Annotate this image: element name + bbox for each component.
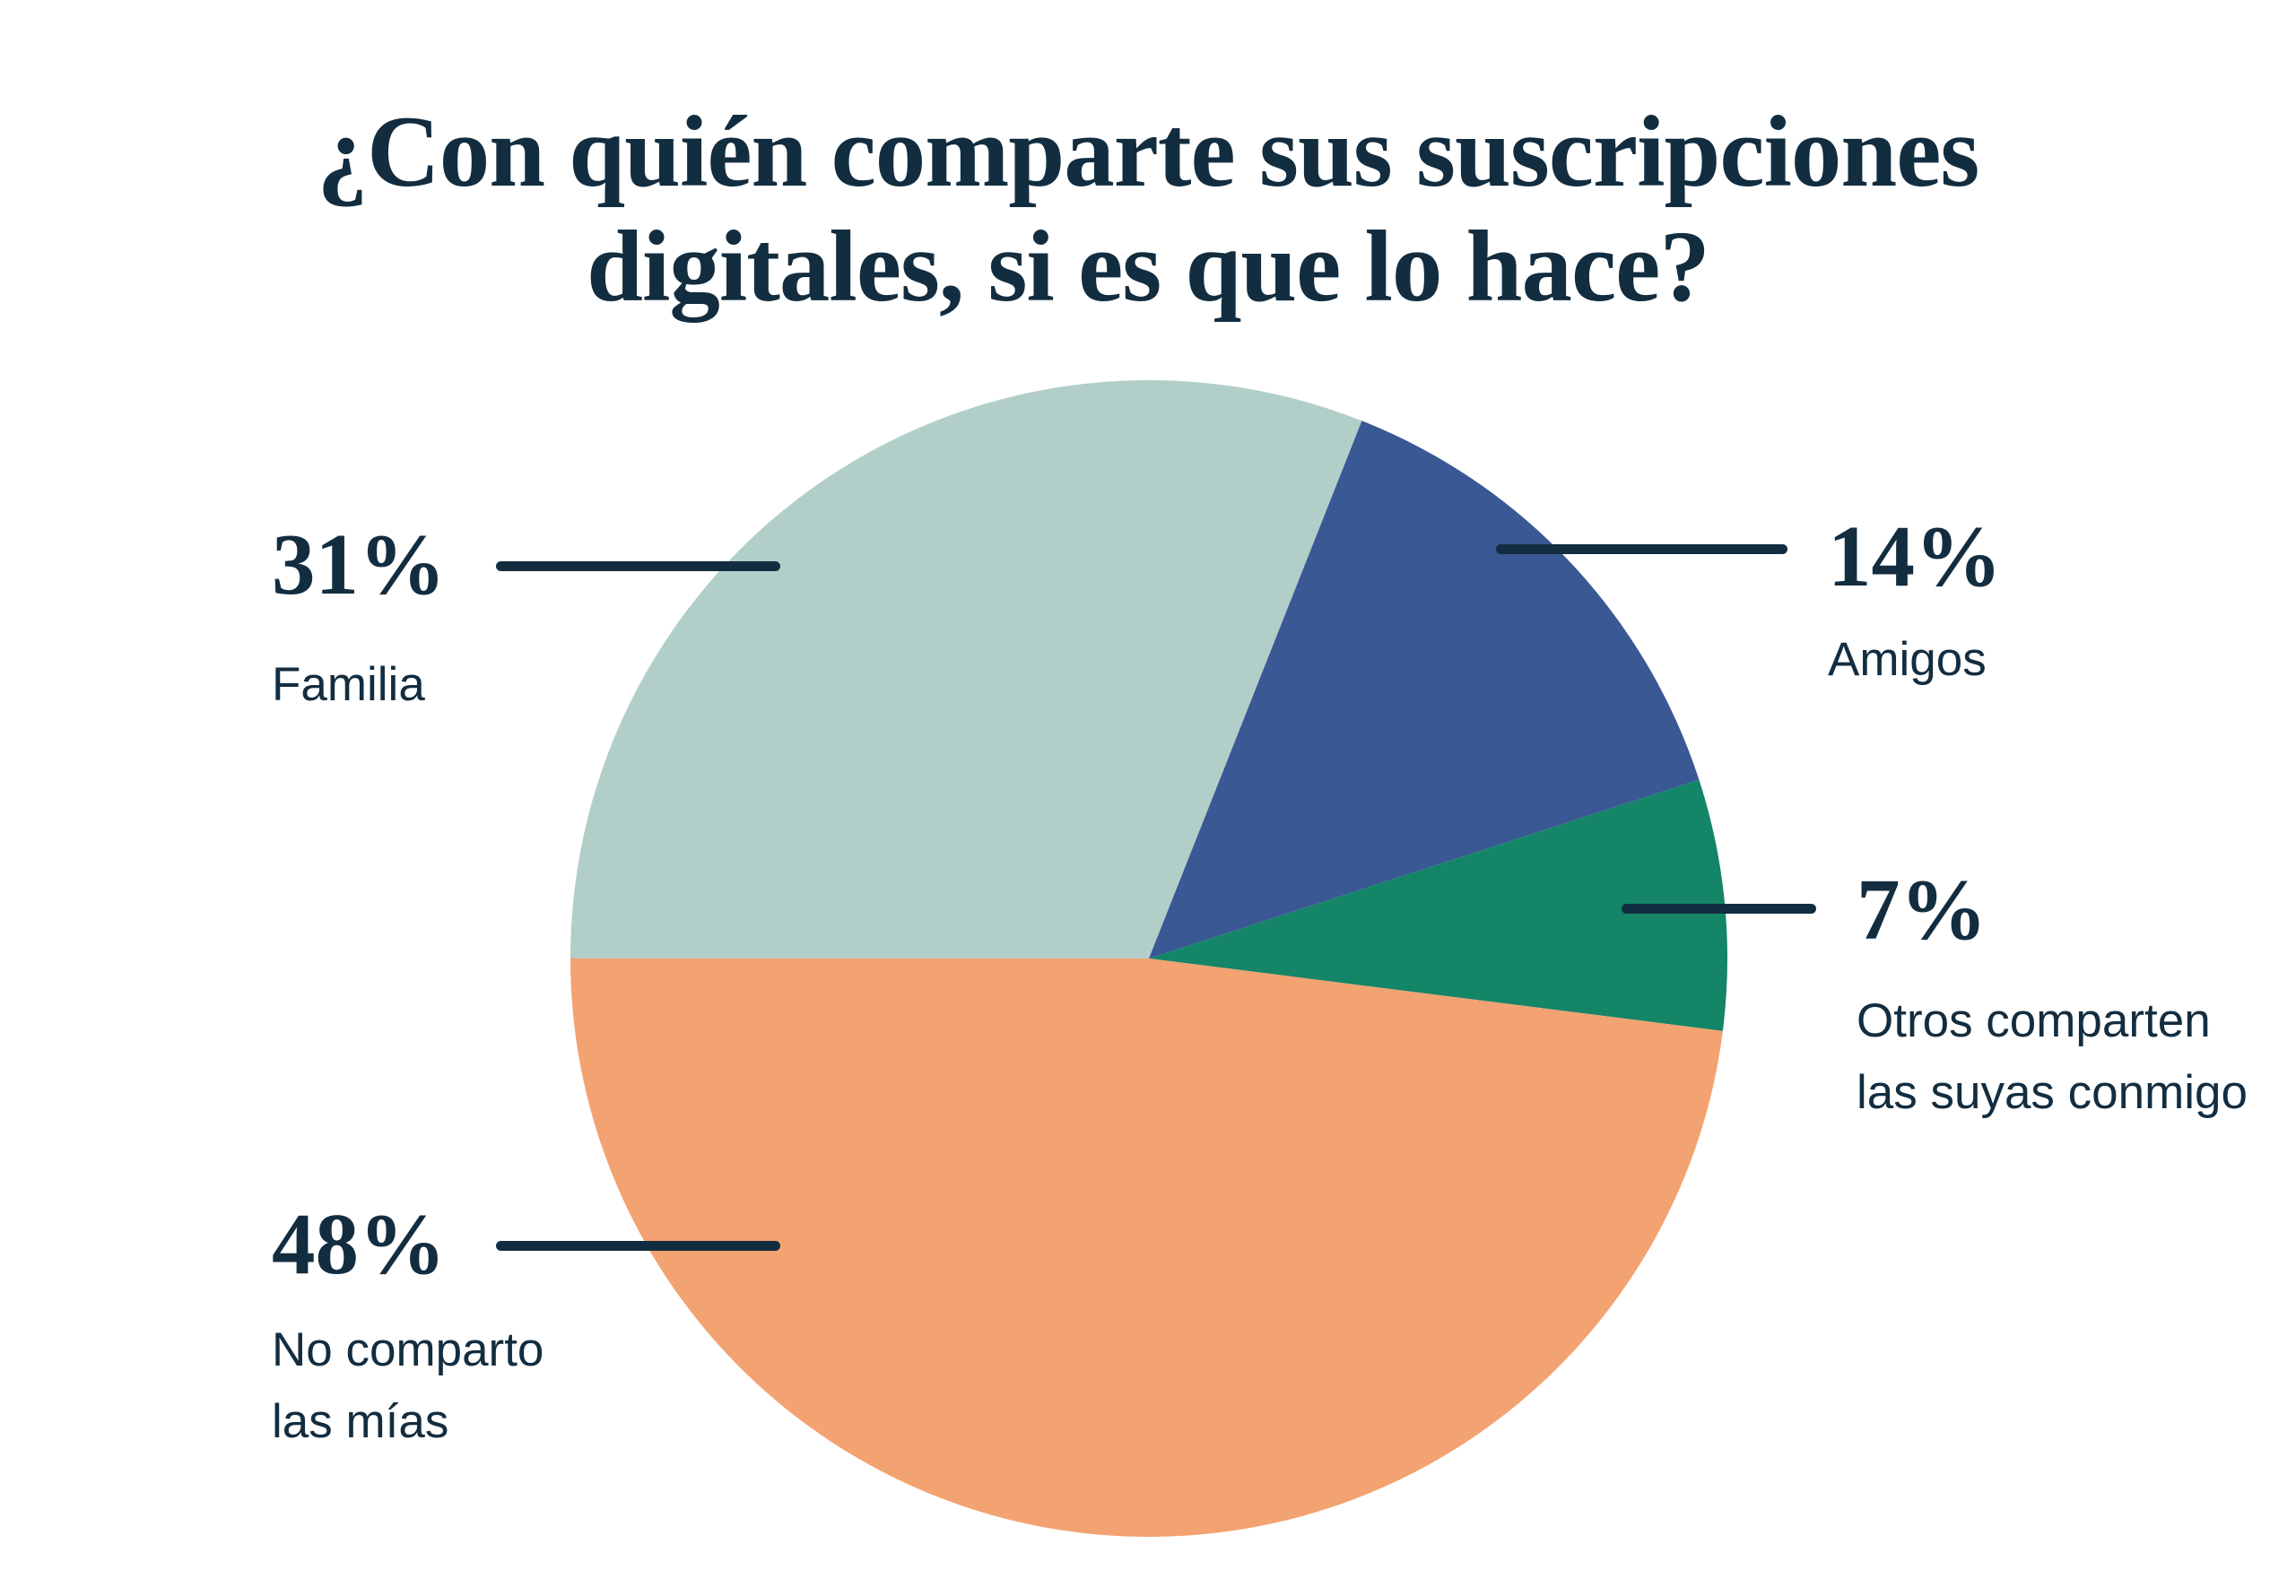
- label-otros-line2: las suyas conmigo: [1857, 1066, 2248, 1119]
- pie-slice-otros-comparten-las-suyas-conmigo: [1149, 779, 1727, 1031]
- callout-otros: 7% Otros comparten las suyas conmigo: [1857, 866, 2248, 1129]
- callout-amigos: 14% Amigos: [1828, 513, 2002, 696]
- pie-slice-no-comparto-las-m-as: [570, 958, 1723, 1537]
- label-otros: Otros comparten las suyas conmigo: [1857, 985, 2248, 1129]
- label-no-comparto-line2: las mías: [272, 1395, 449, 1448]
- percentage-no-comparto: 48%: [272, 1196, 446, 1292]
- chart-title: ¿Con quién comparte sus suscripciones di…: [0, 95, 2296, 325]
- label-amigos: Amigos: [1828, 633, 1987, 686]
- percentage-amigos: 14%: [1828, 508, 2002, 604]
- percentage-familia: 31%: [272, 516, 446, 612]
- leader-line-amigos: [1496, 544, 1787, 554]
- pie-slice-familia: [570, 379, 1362, 958]
- leader-line-otros: [1622, 904, 1816, 914]
- label-no-comparto-line1: No comparto: [272, 1323, 544, 1376]
- label-no-comparto: No comparto las mías: [272, 1314, 544, 1458]
- label-familia: Familia: [272, 658, 425, 711]
- percentage-otros: 7%: [1857, 862, 1987, 958]
- chart-title-line1: ¿Con quién comparte sus suscripciones: [317, 95, 1980, 208]
- callout-no-comparto: 48% No comparto las mías: [272, 1201, 544, 1458]
- leader-line-familia: [496, 561, 780, 571]
- callout-familia: 31% Familia: [272, 521, 446, 721]
- leader-line-no-comparto: [496, 1241, 780, 1251]
- chart-title-line2: digitales, si es que lo hace?: [587, 210, 1710, 323]
- pie-slice-amigos: [1149, 421, 1700, 958]
- label-otros-line1: Otros comparten: [1857, 994, 2211, 1047]
